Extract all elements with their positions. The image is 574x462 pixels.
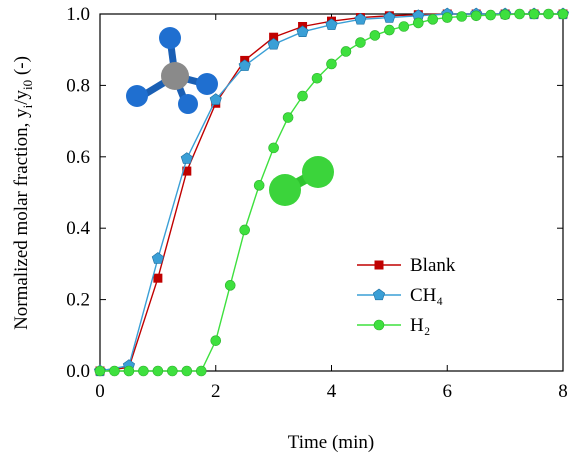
marker [340,46,352,57]
marker [326,58,337,70]
marker [181,365,193,377]
legend-marker [374,260,384,270]
methane-molecule [126,27,218,114]
marker [427,14,439,25]
marker [224,280,236,291]
marker [209,93,222,105]
marker [499,9,511,21]
marker [180,152,193,164]
x-tick-label: 4 [327,381,337,402]
marker [138,365,149,377]
marker [325,18,338,30]
marker [123,365,135,377]
marker [210,335,222,346]
marker [369,30,381,41]
marker [311,72,323,84]
y-tick-label: 0.2 [66,290,90,311]
x-tick-label: 0 [95,381,105,402]
marker [413,17,424,29]
marker [267,37,280,50]
legend-marker [373,319,385,331]
marker [528,8,540,20]
marker [269,32,279,42]
marker [253,180,265,191]
legend-label: H₂ [410,315,430,336]
marker [238,59,251,71]
x-tick-label: 2 [211,381,221,402]
marker [470,10,482,22]
legend-label: CH₄ [410,285,443,306]
marker [354,12,367,25]
x-tick-label: 8 [558,381,568,402]
marker [268,142,279,154]
marker [514,8,525,20]
marker [485,9,496,21]
hydrogen-molecule [269,156,334,206]
x-tick-label: 6 [443,381,453,402]
y-tick-label: 0.0 [66,361,90,382]
marker [297,90,308,102]
marker [456,11,468,22]
marker [195,365,207,377]
x-axis-label: Time (min) [288,432,374,453]
marker [398,21,410,32]
marker [383,11,396,23]
marker [557,8,569,20]
legend-marker [372,288,386,301]
y-axis-label: Normalized molar fraction, yi/yi0 (-) [11,56,35,330]
marker [151,252,164,264]
marker [282,112,294,123]
marker [355,37,366,48]
marker [384,24,395,36]
marker [543,8,554,20]
marker [109,365,120,377]
marker [182,166,192,176]
y-tick-label: 1.0 [66,4,90,25]
marker [296,25,309,38]
marker [167,365,178,377]
y-tick-label: 0.8 [66,75,90,96]
legend-label: Blank [410,255,456,276]
marker [441,12,453,23]
marker [152,365,164,377]
marker [239,224,250,236]
y-tick-label: 0.6 [66,147,90,168]
y-tick-label: 0.4 [66,218,90,239]
marker [94,365,106,377]
marker [153,273,163,283]
